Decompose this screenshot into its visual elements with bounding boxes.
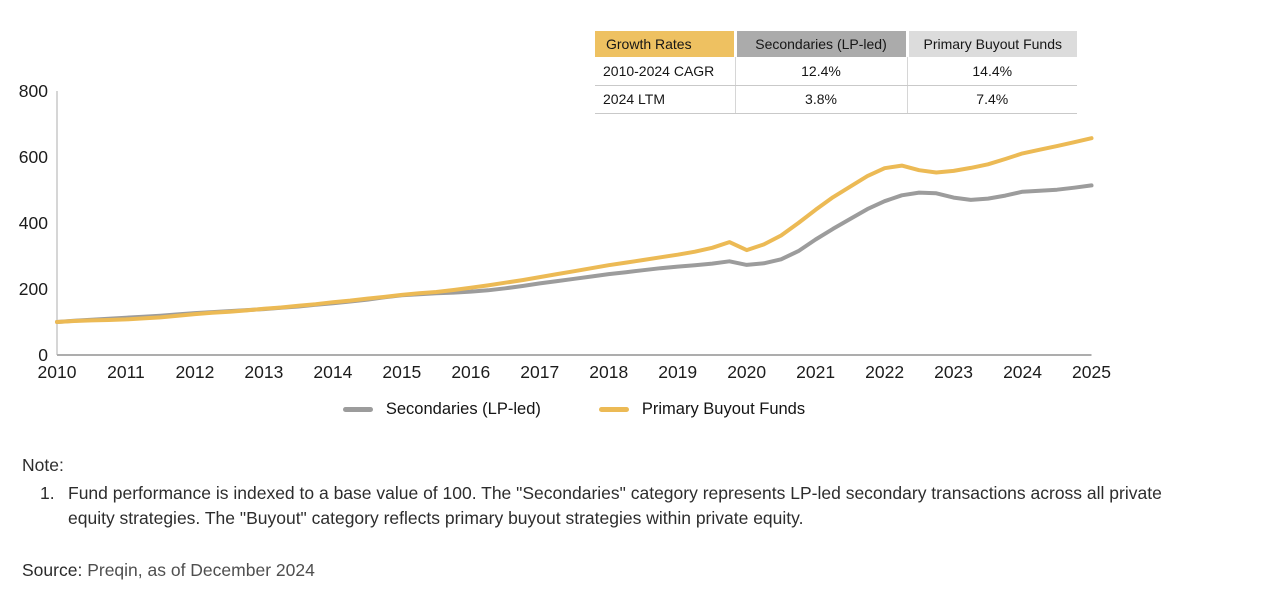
x-tick-label: 2016 xyxy=(451,362,490,382)
x-tick-label: 2017 xyxy=(520,362,559,382)
source-text: Preqin, as of December 2024 xyxy=(87,560,315,580)
note-title: Note: xyxy=(22,455,64,475)
y-tick-label: 0 xyxy=(38,345,48,365)
table-header-primary-buyout: Primary Buyout Funds xyxy=(907,31,1077,57)
growth-rates-table: Growth Rates Secondaries (LP-led) Primar… xyxy=(595,31,1077,114)
ltm-row-label: 2024 LTM xyxy=(595,85,736,114)
source-line: Source: Preqin, as of December 2024 xyxy=(22,560,315,581)
note-item-text: Fund performance is indexed to a base va… xyxy=(68,483,1162,528)
note-section: Note: 1. Fund performance is indexed to … xyxy=(22,453,1207,531)
primary-buyout-line-swatch-icon xyxy=(598,407,629,412)
note-item-number: 1. xyxy=(40,483,55,503)
x-tick-label: 2018 xyxy=(589,362,628,382)
x-tick-label: 2015 xyxy=(382,362,421,382)
legend-label-secondaries: Secondaries (LP-led) xyxy=(385,400,541,418)
table-header-secondaries: Secondaries (LP-led) xyxy=(735,31,909,57)
x-tick-label: 2012 xyxy=(175,362,214,382)
ltm-primary-value: 7.4% xyxy=(907,85,1077,114)
secondaries-line-swatch-icon xyxy=(342,407,373,412)
legend-label-primary-buyout: Primary Buyout Funds xyxy=(641,400,806,418)
table-header-row: Growth Rates Secondaries (LP-led) Primar… xyxy=(595,31,1077,57)
cagr-row-label: 2010-2024 CAGR xyxy=(595,57,736,86)
x-tick-label: 2011 xyxy=(107,362,145,382)
x-tick-label: 2010 xyxy=(38,362,77,382)
table-row-ltm: 2024 LTM 3.8% 7.4% xyxy=(595,85,1077,114)
x-tick-label: 2025 xyxy=(1072,362,1111,382)
cagr-primary-value: 14.4% xyxy=(907,57,1077,86)
x-tick-label: 2019 xyxy=(658,362,697,382)
x-tick-label: 2013 xyxy=(244,362,283,382)
series-line-secondaries-lp-led xyxy=(55,183,1094,324)
x-tick-label: 2021 xyxy=(796,362,835,382)
source-label: Source: xyxy=(22,560,83,580)
x-tick-label: 2020 xyxy=(727,362,766,382)
y-tick-label: 800 xyxy=(19,81,48,101)
ltm-secondaries-value: 3.8% xyxy=(735,85,908,114)
legend-item-secondaries: Secondaries (LP-led) xyxy=(342,400,541,419)
chart-legend: Secondaries (LP-led) Primary Buyout Fund… xyxy=(0,400,1148,419)
x-tick-label: 2014 xyxy=(313,362,352,382)
legend-item-primary-buyout: Primary Buyout Funds xyxy=(598,400,806,419)
y-tick-label: 200 xyxy=(19,279,48,299)
series-line-primary-buyout-funds xyxy=(55,136,1094,324)
y-tick-label: 400 xyxy=(19,213,48,233)
table-header-growth-rates: Growth Rates xyxy=(595,31,737,57)
x-tick-label: 2022 xyxy=(865,362,904,382)
line-chart: 0 200 400 600 800 2010 2011 2012 2013 2014 2015 201… xyxy=(19,81,1111,382)
x-tick-label: 2024 xyxy=(1003,362,1042,382)
cagr-secondaries-value: 12.4% xyxy=(735,57,908,86)
x-tick-label: 2023 xyxy=(934,362,973,382)
y-tick-label: 600 xyxy=(19,147,48,167)
note-item: 1. Fund performance is indexed to a base… xyxy=(22,481,1207,531)
table-row-cagr: 2010-2024 CAGR 12.4% 14.4% xyxy=(595,57,1077,86)
